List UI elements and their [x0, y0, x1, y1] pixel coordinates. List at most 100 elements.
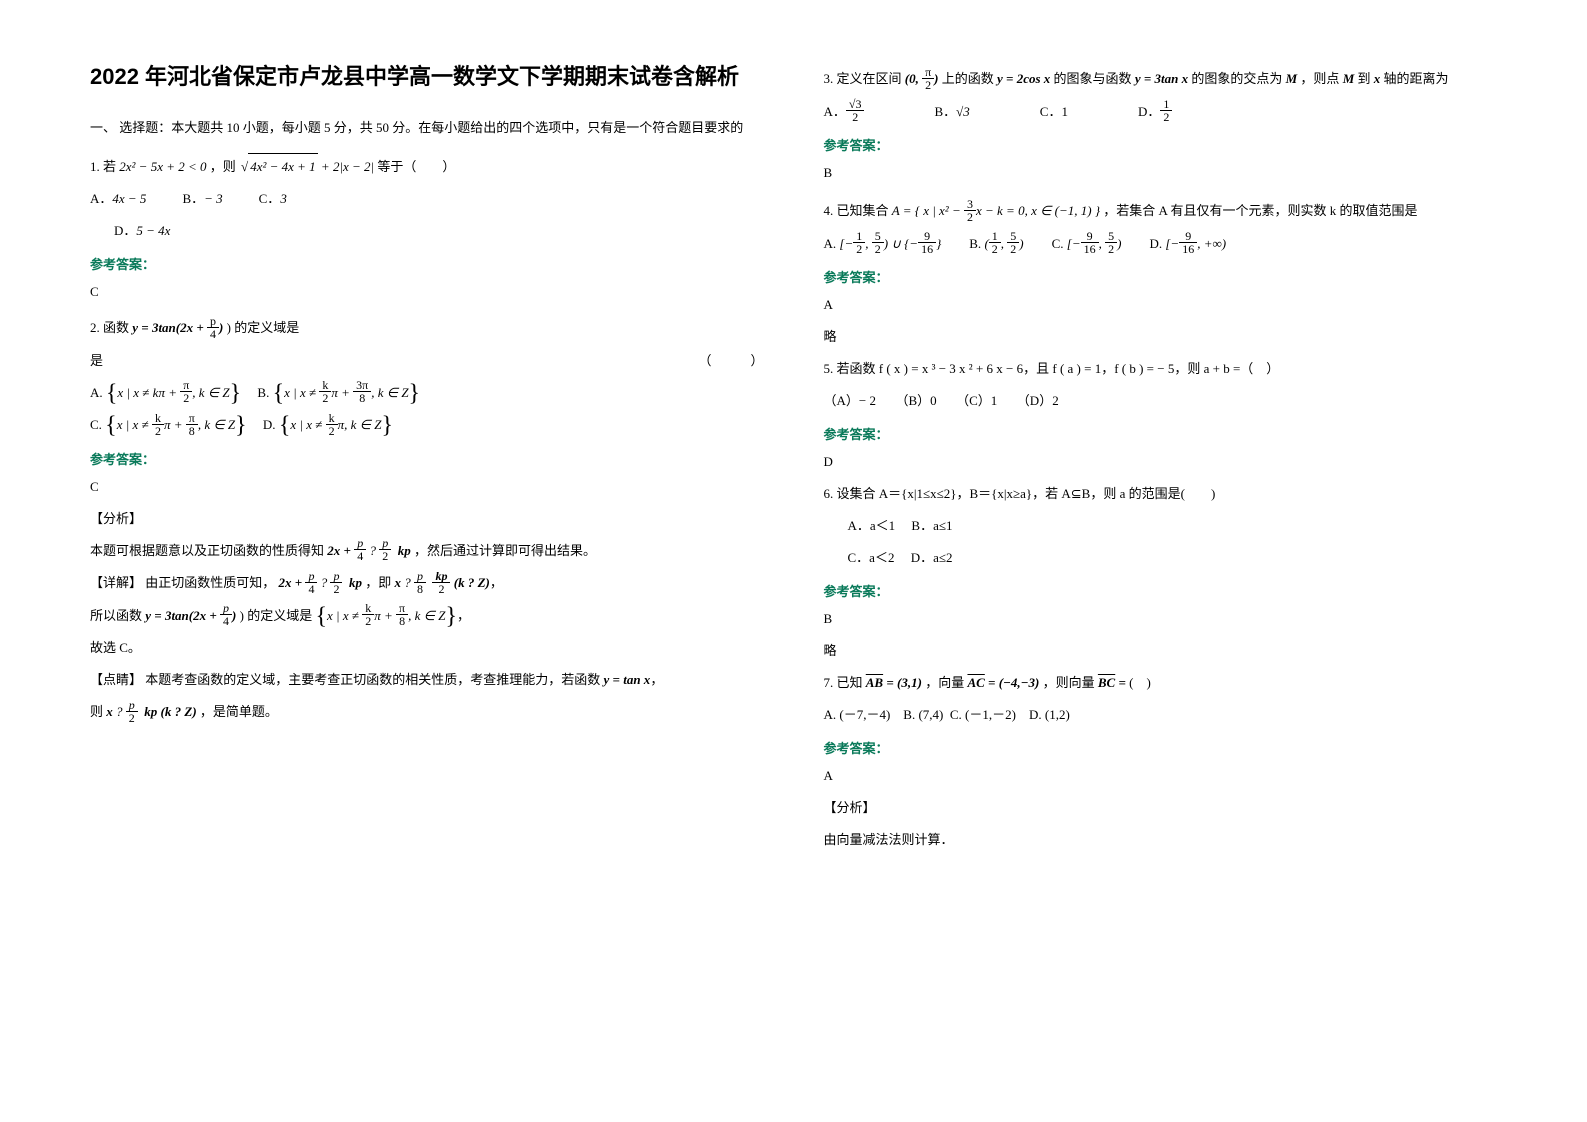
q4ad2: 2	[872, 243, 884, 255]
q1-answer-label: 参考答案：	[90, 254, 764, 273]
q6-row2: C．a＜2 D．a≤2	[824, 545, 1498, 571]
q7-stem: 7. 已知 AB = (3,1) ，向量 AC = (−4,−3) ，则向量 B…	[824, 670, 1498, 696]
q2-p2-pre: 则	[90, 704, 106, 719]
q6-row1: A．a＜1 B．a≤1	[824, 513, 1498, 539]
q2b-pre: x | x ≠	[284, 385, 319, 400]
q7-mid2: ，则向量	[1043, 675, 1098, 690]
q2-func-text: y = 3tan(2x +	[132, 320, 207, 335]
q1-opt-a: A．4x − 5	[90, 186, 146, 212]
q2so-suf: , k ∈ Z	[408, 608, 445, 623]
q3-options: A．√32 B．√3 C．1 D．12	[824, 99, 1498, 126]
q2-pre: 2. 函数	[90, 320, 132, 335]
q2c-d2: 8	[186, 425, 198, 437]
q2-so-func: y = 3tan(2x +	[145, 608, 220, 623]
q2-detail-mid: ，即	[365, 575, 394, 590]
q2so-d1: 2	[362, 615, 374, 627]
q3-id: 2	[922, 79, 934, 91]
q4-sd: 2	[964, 211, 976, 223]
q4-options: A. [−12, 52) ∪ {−916} B. (12, 52) C. [−9…	[824, 231, 1498, 258]
q7-c: C. (－1,－2)	[950, 707, 1016, 722]
q2-so: 所以函数 y = 3tan(2x + p4) ) 的定义域是 {x | x ≠ …	[90, 603, 764, 630]
q3-mid1: 上的函数	[942, 71, 997, 86]
q7-opts: A. (－7,－4) B. (7,4) C. (－1,－2) D. (1,2)	[824, 702, 1498, 728]
q2so-mid2: π +	[374, 608, 396, 623]
q6-stem: 6. 设集合 A＝{x|1≤x≤2}，B＝{x|x≥a}，若 A⊆B，则 a 的…	[824, 481, 1498, 507]
q4-opt-d: D. [−916, +∞)	[1149, 231, 1226, 258]
q2-stem: 2. 函数 y = 3tan(2x + p4) ) 的定义域是	[90, 315, 764, 342]
q7-bcv: =	[1115, 675, 1129, 690]
q3-il: (0,	[905, 71, 922, 86]
q6-d: D．a≤2	[911, 550, 953, 565]
q1-c-val: 3	[280, 191, 287, 206]
q2-p2-mid: ，是简单题。	[200, 704, 278, 719]
q7-pre: 7. 已知	[824, 675, 866, 690]
q3-M2: M	[1343, 71, 1355, 86]
q2-opts-row1: A. {x | x ≠ kπ + π2, k ∈ Z} B. {x | x ≠ …	[90, 380, 764, 407]
q3-dd: 2	[1160, 111, 1172, 123]
q7-b: B. (7,4)	[903, 707, 943, 722]
q2so-pre: x | x ≠	[327, 608, 362, 623]
q1-expr: 4x² − 4x + 1 + 2|x − 2|	[239, 159, 377, 174]
q2c-d1: 2	[152, 425, 164, 437]
q2d-suf: π, k ∈ Z	[338, 417, 382, 432]
q2-opts-row2: C. {x | x ≠ k2π + π8, k ∈ Z} D. {x | x ≠…	[90, 412, 764, 439]
q4cd1: 16	[1081, 243, 1099, 255]
q4-opt-c: C. [−916, 52)	[1052, 231, 1122, 258]
q2-point-func: y = tan x	[604, 672, 651, 687]
q4ad1: 2	[853, 243, 865, 255]
q4ae: }	[936, 236, 941, 251]
q3-c: 1	[1061, 104, 1068, 119]
q1-sqrt-rad: 4x² − 4x + 1	[248, 153, 317, 180]
q6-b: B．a≤1	[911, 518, 952, 533]
q4cd2: 2	[1105, 243, 1117, 255]
q2-point: 【点睛】 本题考查函数的定义域，主要考查正切函数的相关性质，考查推理能力，若函数…	[90, 667, 764, 693]
q4-set1: A = { x | x² −	[892, 203, 964, 218]
q4bd2: 2	[1007, 243, 1019, 255]
q7-ac: AC	[967, 675, 984, 690]
q3-M1: M	[1286, 71, 1298, 86]
q2-point2: 则 x ? p2 kp (k ? Z) ，是简单题。	[90, 699, 764, 726]
q2d-d: 2	[326, 425, 338, 437]
q1-stem: 1. 若 2x² − 5x + 2 < 0 ，则 4x² − 4x + 1 + …	[90, 153, 764, 180]
q3-ad: 2	[846, 111, 865, 123]
q3-f2: y = 3tan x	[1135, 71, 1188, 86]
q7-analysis: 由向量减法法则计算．	[824, 827, 1498, 853]
q1-cond: 2x² − 5x + 2 < 0	[119, 159, 206, 174]
exam-page: 2022 年河北省保定市卢龙县中学高一数学文下学期期末试卷含解析 一、 选择题：…	[0, 0, 1587, 899]
q4-opt-b: B. (12, 52)	[969, 231, 1023, 258]
q2c-pre: x | x ≠	[117, 417, 152, 432]
q1-mid: ，则	[210, 159, 239, 174]
q2b-mid: π +	[331, 385, 353, 400]
q1-opt-d-row: D．5 − 4x	[90, 218, 764, 244]
q7-bc: BC	[1098, 675, 1115, 690]
q3-mid4: ，则点	[1300, 71, 1342, 86]
q3-mid3: 的图象的交点为	[1191, 71, 1285, 86]
q3-tail: 轴的距离为	[1384, 71, 1449, 86]
q6-answer: B	[824, 606, 1498, 632]
q7-ab: AB	[866, 675, 883, 690]
q7-acv: = (−4,−3)	[985, 675, 1040, 690]
q3-in: π	[922, 66, 934, 79]
q6-answer-label: 参考答案：	[824, 581, 1498, 600]
q4dp: , +∞)	[1197, 236, 1226, 251]
q2-point-label: 【点睛】	[90, 672, 142, 687]
q3-ir: )	[934, 71, 938, 86]
q2a-pre: x | x ≠ kπ +	[117, 385, 180, 400]
q4-sn: 3	[964, 198, 976, 211]
q3-opt-a: A．√32	[824, 99, 865, 126]
right-column: 3. 定义在区间 (0, π2) 上的函数 y = 2cos x 的图象与函数 …	[794, 60, 1498, 859]
q2so-d2: 8	[396, 615, 408, 627]
q1-opt-b: B．− 3	[182, 186, 222, 212]
q5-stem: 5. 若函数 f ( x ) = x ³ − 3 x ² + 6 x − 6，且…	[824, 356, 1498, 382]
q4bp: )	[1019, 236, 1023, 251]
q2-an1-tail: ，然后通过计算即可得出结果。	[414, 543, 596, 558]
q4-opt-a: A. [−12, 52) ∪ {−916}	[824, 231, 942, 258]
q2-tail-row: 是 （ ）	[90, 348, 764, 374]
q5-answer-label: 参考答案：	[824, 424, 1498, 443]
q3-f1: y = 2cos x	[997, 71, 1050, 86]
q1-pre: 1. 若	[90, 159, 119, 174]
q3-answer: B	[824, 160, 1498, 186]
q2-an1: 本题可根据题意以及正切函数的性质得知	[90, 543, 327, 558]
q6-brief: 略	[824, 638, 1498, 664]
q2c-n2: π	[186, 412, 198, 425]
